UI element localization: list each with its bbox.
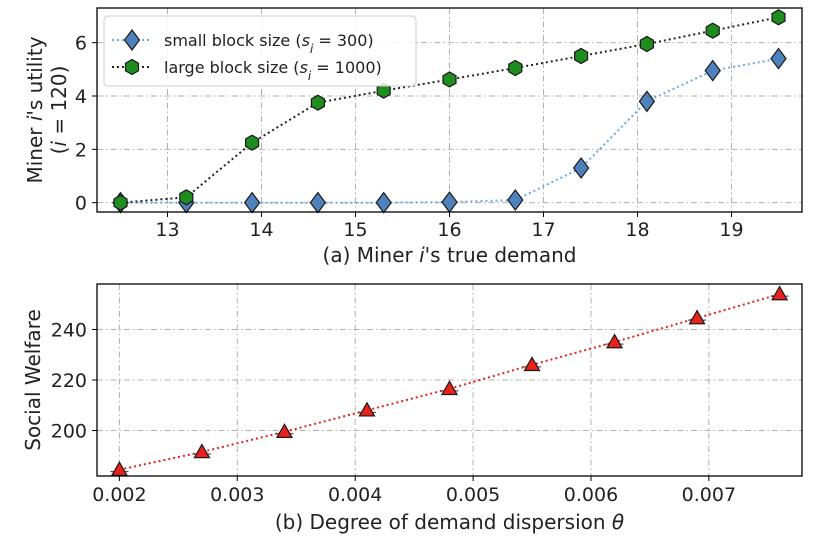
y-axis-label-line2: (i = 120): [47, 66, 71, 155]
data-point-small-block: [243, 191, 261, 214]
x-tick-label: 17: [531, 219, 555, 241]
data-point-social-welfare: [771, 285, 789, 301]
legend: small block size (si = 300)large block s…: [103, 15, 417, 87]
data-point-small-block: [309, 191, 327, 214]
x-tick-label: 0.004: [328, 484, 382, 506]
x-tick-label: 18: [625, 219, 649, 241]
x-axis-label: (b) Degree of demand dispersion θ: [275, 510, 624, 534]
legend-label-1: large block size (si = 1000): [164, 58, 382, 83]
data-point-large-block: [442, 71, 457, 88]
data-point-small-block: [572, 157, 590, 179]
series-line-0: [120, 57, 779, 204]
x-tick-label: 0.002: [92, 484, 146, 506]
data-point-social-welfare: [110, 460, 128, 476]
x-axis-label: (a) Miner i's true demand: [323, 243, 577, 267]
y-tick-label: 4: [75, 86, 87, 108]
x-tick-label: 13: [155, 219, 179, 241]
y-tick-label: 2: [75, 139, 87, 161]
x-tick-label: 0.003: [210, 484, 264, 506]
data-point-large-block: [573, 47, 589, 65]
x-tick-label: 15: [343, 219, 367, 241]
data-point-large-block: [376, 82, 391, 99]
legend-marker-large-block: [124, 58, 140, 76]
data-point-social-welfare: [440, 380, 459, 396]
data-point-social-welfare: [275, 423, 293, 439]
y-tick-label: 220: [51, 370, 87, 392]
y-axis-label: Social Welfare: [21, 309, 45, 451]
data-point-small-block: [507, 189, 524, 211]
data-point-social-welfare: [523, 356, 541, 372]
data-point-large-block: [310, 94, 325, 111]
data-point-small-block: [770, 47, 787, 70]
x-tick-label: 0.007: [682, 484, 736, 506]
data-point-small-block: [441, 191, 458, 214]
data-point-social-welfare: [688, 309, 706, 325]
data-point-large-block: [245, 134, 260, 151]
legend-box: [103, 15, 417, 87]
data-point-large-block: [508, 59, 523, 77]
x-tick-label: 0.006: [564, 484, 618, 506]
panel-a-utility-chart: 13 14 15 16 17 18 19 0 2 4 6 (a) Miner i's true dem…: [23, 7, 803, 267]
data-point-large-block: [639, 35, 655, 53]
panel-b-social-welfare-chart: 0.002 0.003 0.004 0.005 0.006 0.007 200 220 240 (…: [21, 283, 803, 534]
data-point-large-block: [705, 22, 720, 39]
data-point-social-welfare: [606, 333, 624, 349]
data-point-social-welfare: [193, 443, 211, 459]
y-tick-label: 6: [75, 33, 87, 55]
legend-label-0: small block size (si = 300): [164, 31, 374, 56]
x-tick-label: 14: [249, 219, 273, 241]
data-point-large-block: [113, 194, 128, 211]
x-tick-label: 0.005: [446, 484, 500, 506]
series-line-1: [120, 16, 779, 204]
data-point-social-welfare: [358, 401, 376, 417]
data-point-small-block: [638, 90, 656, 113]
y-tick-label: 240: [51, 319, 87, 341]
x-tick-label: 16: [437, 219, 461, 241]
data-point-small-block: [375, 191, 392, 214]
x-tick-label: 19: [719, 219, 743, 241]
y-axis-label-line1: Miner i's utility: [23, 36, 47, 183]
data-point-large-block: [771, 9, 786, 26]
data-point-small-block: [704, 59, 721, 82]
legend-marker-small-block: [123, 29, 141, 51]
data-point-large-block: [179, 189, 194, 206]
y-tick-label: 0: [75, 193, 87, 215]
y-tick-label: 200: [51, 421, 87, 443]
